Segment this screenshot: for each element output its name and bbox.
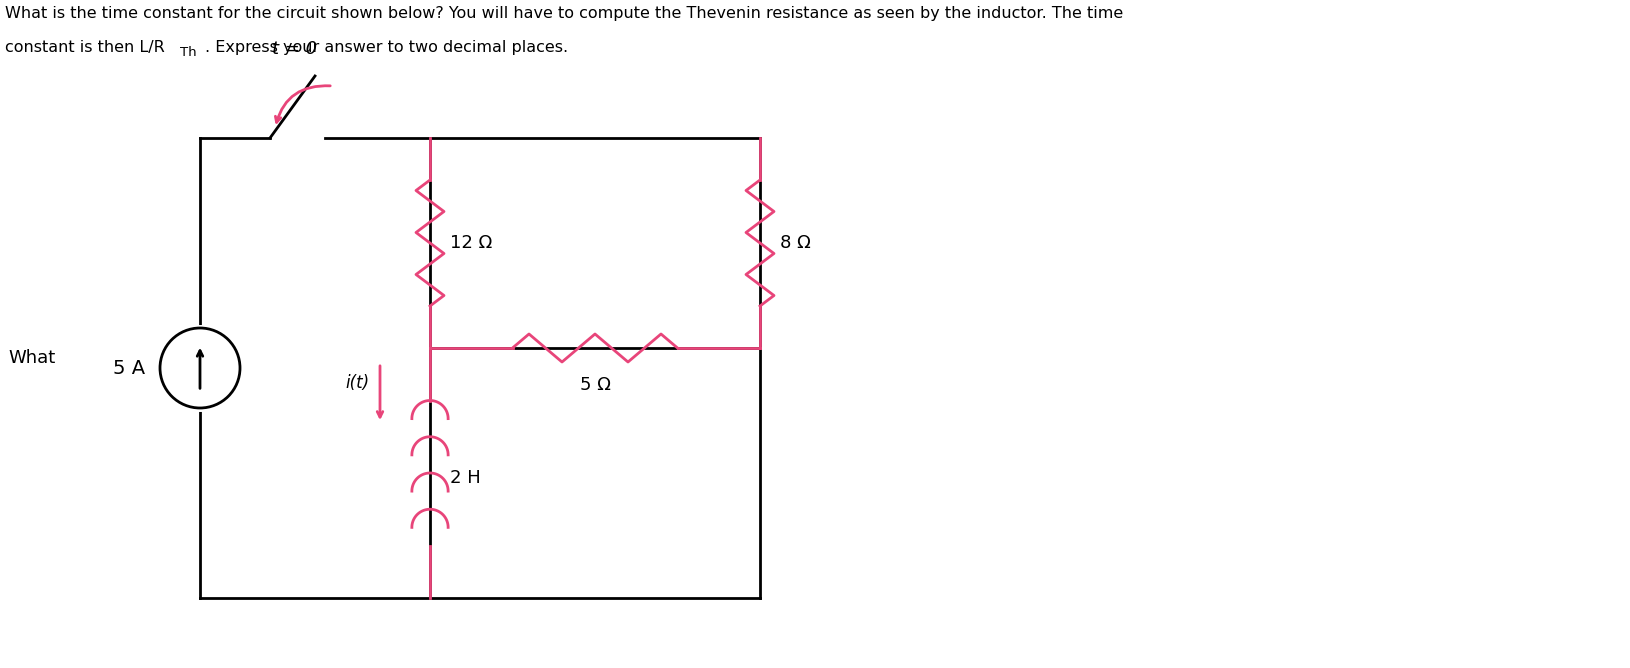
- Text: . Express your answer to two decimal places.: . Express your answer to two decimal pla…: [205, 40, 569, 55]
- Text: constant is then L/R: constant is then L/R: [5, 40, 165, 55]
- Text: 2 H: 2 H: [450, 469, 481, 487]
- Text: 12 Ω: 12 Ω: [450, 234, 492, 252]
- Text: Th: Th: [181, 46, 197, 59]
- Text: i(t): i(t): [346, 374, 370, 392]
- Text: What: What: [8, 349, 55, 367]
- Text: 5 Ω: 5 Ω: [580, 376, 611, 394]
- Text: What is the time constant for the circuit shown below? You will have to compute : What is the time constant for the circui…: [5, 6, 1123, 21]
- Text: 5 A: 5 A: [112, 359, 145, 377]
- Text: t = 0: t = 0: [272, 40, 318, 58]
- Text: 8 Ω: 8 Ω: [781, 234, 810, 252]
